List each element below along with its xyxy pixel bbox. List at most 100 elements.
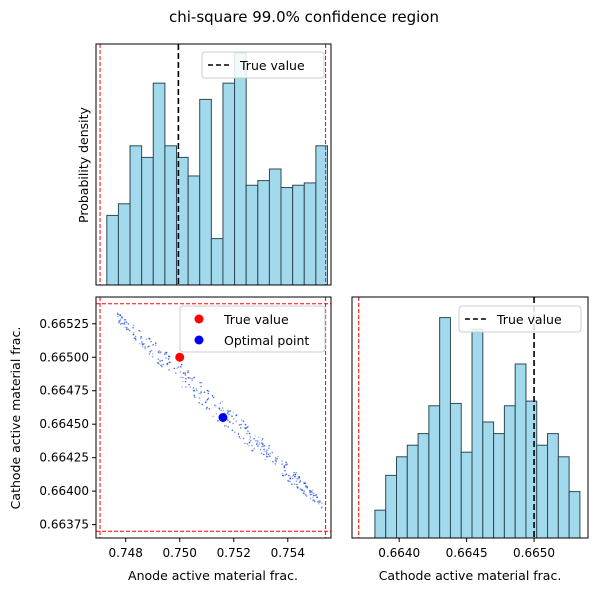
scatter-point <box>234 431 236 434</box>
scatter-point <box>262 445 265 448</box>
scatter-point <box>312 499 314 502</box>
scatter-point <box>123 322 126 324</box>
y-tick-label: 0.66375 <box>39 518 89 532</box>
scatter-point <box>162 363 165 366</box>
scatter-point <box>239 437 242 440</box>
scatter-point <box>288 474 290 477</box>
scatter-point <box>305 485 307 487</box>
scatter-point <box>237 433 240 435</box>
scatter-point <box>294 475 296 478</box>
anode-histogram-frame <box>95 43 332 286</box>
scatter-point <box>287 480 290 482</box>
scatter-point <box>228 410 230 412</box>
scatter-point <box>154 344 157 347</box>
scatter-point <box>321 507 323 509</box>
scatter-point <box>317 501 319 503</box>
scatter-point <box>277 455 279 458</box>
scatter-point <box>140 337 142 340</box>
cathode-histogram-bar <box>396 456 408 539</box>
cathode-histogram-frame <box>351 296 589 539</box>
scatter-point <box>226 409 229 412</box>
scatter-point <box>196 389 198 392</box>
scatter-point <box>139 342 141 345</box>
scatter-point <box>243 427 246 429</box>
scatter-point <box>212 396 215 399</box>
scatter-point <box>246 432 248 435</box>
scatter-point <box>194 396 196 398</box>
legend-optimal-point-label: Optimal point <box>224 333 309 348</box>
x-tick-label: 0.6650 <box>513 546 555 560</box>
scatter-point <box>291 477 294 480</box>
scatter-point <box>261 443 264 446</box>
legend-box <box>201 51 325 79</box>
scatter-point <box>200 391 202 393</box>
scatter-point <box>127 328 129 331</box>
scatter-point <box>296 486 298 488</box>
legend-true-value-label: True value <box>239 58 305 73</box>
scatter-point <box>187 370 189 372</box>
scatter-point <box>124 323 126 326</box>
scatter-point <box>193 376 195 379</box>
scatter-point <box>175 372 177 375</box>
scatter-point <box>269 452 272 455</box>
scatter-point <box>198 397 201 399</box>
scatter-point <box>182 380 184 383</box>
scatter-point <box>212 415 214 418</box>
scatter-point <box>191 379 193 382</box>
scatter-point <box>119 323 122 325</box>
scatter-point <box>235 413 238 416</box>
scatter-point <box>253 447 256 450</box>
scatter-point <box>291 475 294 478</box>
anode-histogram-bar <box>141 156 154 286</box>
anode-histogram-plot <box>99 44 328 286</box>
anode-histogram-bar <box>117 203 131 286</box>
scatter-point <box>299 479 302 482</box>
scatter-point <box>160 351 162 353</box>
scatter-point <box>148 345 151 348</box>
scatter-point <box>321 502 323 505</box>
scatter-point <box>179 371 182 373</box>
cathode-histogram-bar <box>525 400 538 539</box>
scatter-point <box>138 329 140 332</box>
scatter-point <box>232 422 234 425</box>
scatter-point <box>152 344 154 346</box>
y-tick-label: 0.66525 <box>39 317 89 331</box>
scatter-frame <box>95 296 332 539</box>
scatter-point <box>160 364 162 367</box>
scatter-point <box>188 383 190 386</box>
scatter-point <box>227 426 229 428</box>
cathode-histogram-bar <box>503 405 516 539</box>
scatter-point <box>309 491 312 493</box>
cathode-histogram-bar <box>374 509 387 539</box>
scatter-point <box>192 389 195 392</box>
scatter-point <box>297 478 300 480</box>
scatter-point <box>275 460 278 463</box>
scatter-point <box>261 442 263 444</box>
y-tick-label: 0.66450 <box>39 417 89 431</box>
scatter-point <box>293 471 295 474</box>
scatter-point <box>250 440 252 442</box>
scatter-point <box>168 355 171 358</box>
figure-title: chi-square 99.0% confidence region <box>169 8 439 26</box>
scatter-point <box>168 369 170 371</box>
scatter-point <box>235 420 237 422</box>
scatter-point <box>238 436 241 438</box>
scatter-point <box>261 438 264 440</box>
scatter-point <box>143 343 145 345</box>
scatter-point <box>265 453 268 456</box>
scatter-point <box>281 473 284 475</box>
scatter-point <box>320 506 323 509</box>
x-tick-label: 0.748 <box>109 546 143 560</box>
scatter-point <box>132 326 134 329</box>
x-tick-label: 0.6640 <box>378 546 420 560</box>
anode-histogram-bar <box>268 168 282 286</box>
scatter-point <box>259 448 262 451</box>
scatter-point <box>181 386 183 388</box>
anode-histogram-bar <box>187 175 201 286</box>
scatter-point <box>256 442 259 444</box>
scatter-point <box>268 447 270 450</box>
scatter-point <box>164 353 166 355</box>
scatter-point <box>309 497 312 500</box>
scatter-point <box>267 453 270 456</box>
scatter-point <box>149 350 152 353</box>
